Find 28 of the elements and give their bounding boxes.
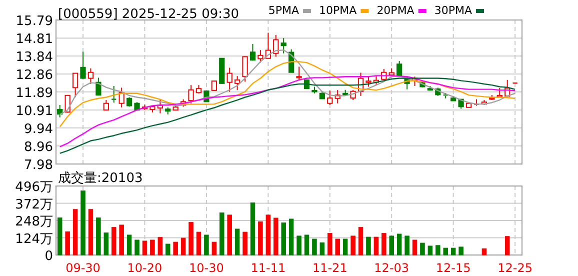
y-tick-label: 496万 [15, 180, 53, 195]
y-tick-label: 9.94 [24, 122, 53, 137]
x-tick-label: 09-30 [66, 261, 100, 275]
y-tick-label: 124万 [15, 232, 53, 247]
x-tick-label: 12-03 [374, 261, 410, 275]
y-tick-label: 0 [44, 249, 53, 264]
x-tick-label: 10-30 [189, 261, 224, 275]
chart-title: [000559] 2025-12-25 09:30 [58, 7, 240, 22]
y-tick-label: 8.96 [24, 140, 53, 155]
y-tick-label: 372万 [15, 197, 53, 212]
legend-label: 30PMA [434, 4, 472, 17]
y-tick-label: 10.91 [16, 104, 53, 119]
x-tick-label: 11-21 [312, 261, 348, 275]
x-tick-label: 11-11 [250, 261, 286, 275]
x-tick-label: 12-15 [436, 261, 471, 275]
y-tick-label: 11.89 [16, 86, 53, 101]
y-tick-label: 13.84 [16, 50, 53, 65]
y-tick-label: 14.81 [16, 32, 53, 48]
y-tick-label: 12.86 [16, 68, 53, 84]
legend-label: 10PMA [319, 4, 358, 17]
legend-label: 20PMA [376, 4, 415, 17]
y-tick-label: 248万 [15, 214, 53, 230]
x-tick-label: 10-20 [127, 261, 162, 275]
y-tick-label: 7.98 [24, 158, 53, 173]
chart-title: 成交量:20103 [58, 170, 143, 186]
legend-label: 5PMA [268, 4, 300, 17]
y-tick-label: 15.79 [16, 14, 53, 29]
x-tick-label: 12-25 [498, 261, 532, 275]
